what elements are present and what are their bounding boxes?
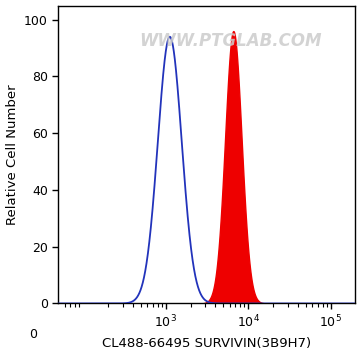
- Text: 0: 0: [29, 329, 38, 341]
- Y-axis label: Relative Cell Number: Relative Cell Number: [5, 84, 18, 225]
- Text: WWW.PTGLAB.COM: WWW.PTGLAB.COM: [139, 32, 322, 50]
- X-axis label: CL488-66495 SURVIVIN(3B9H7): CL488-66495 SURVIVIN(3B9H7): [103, 337, 312, 350]
